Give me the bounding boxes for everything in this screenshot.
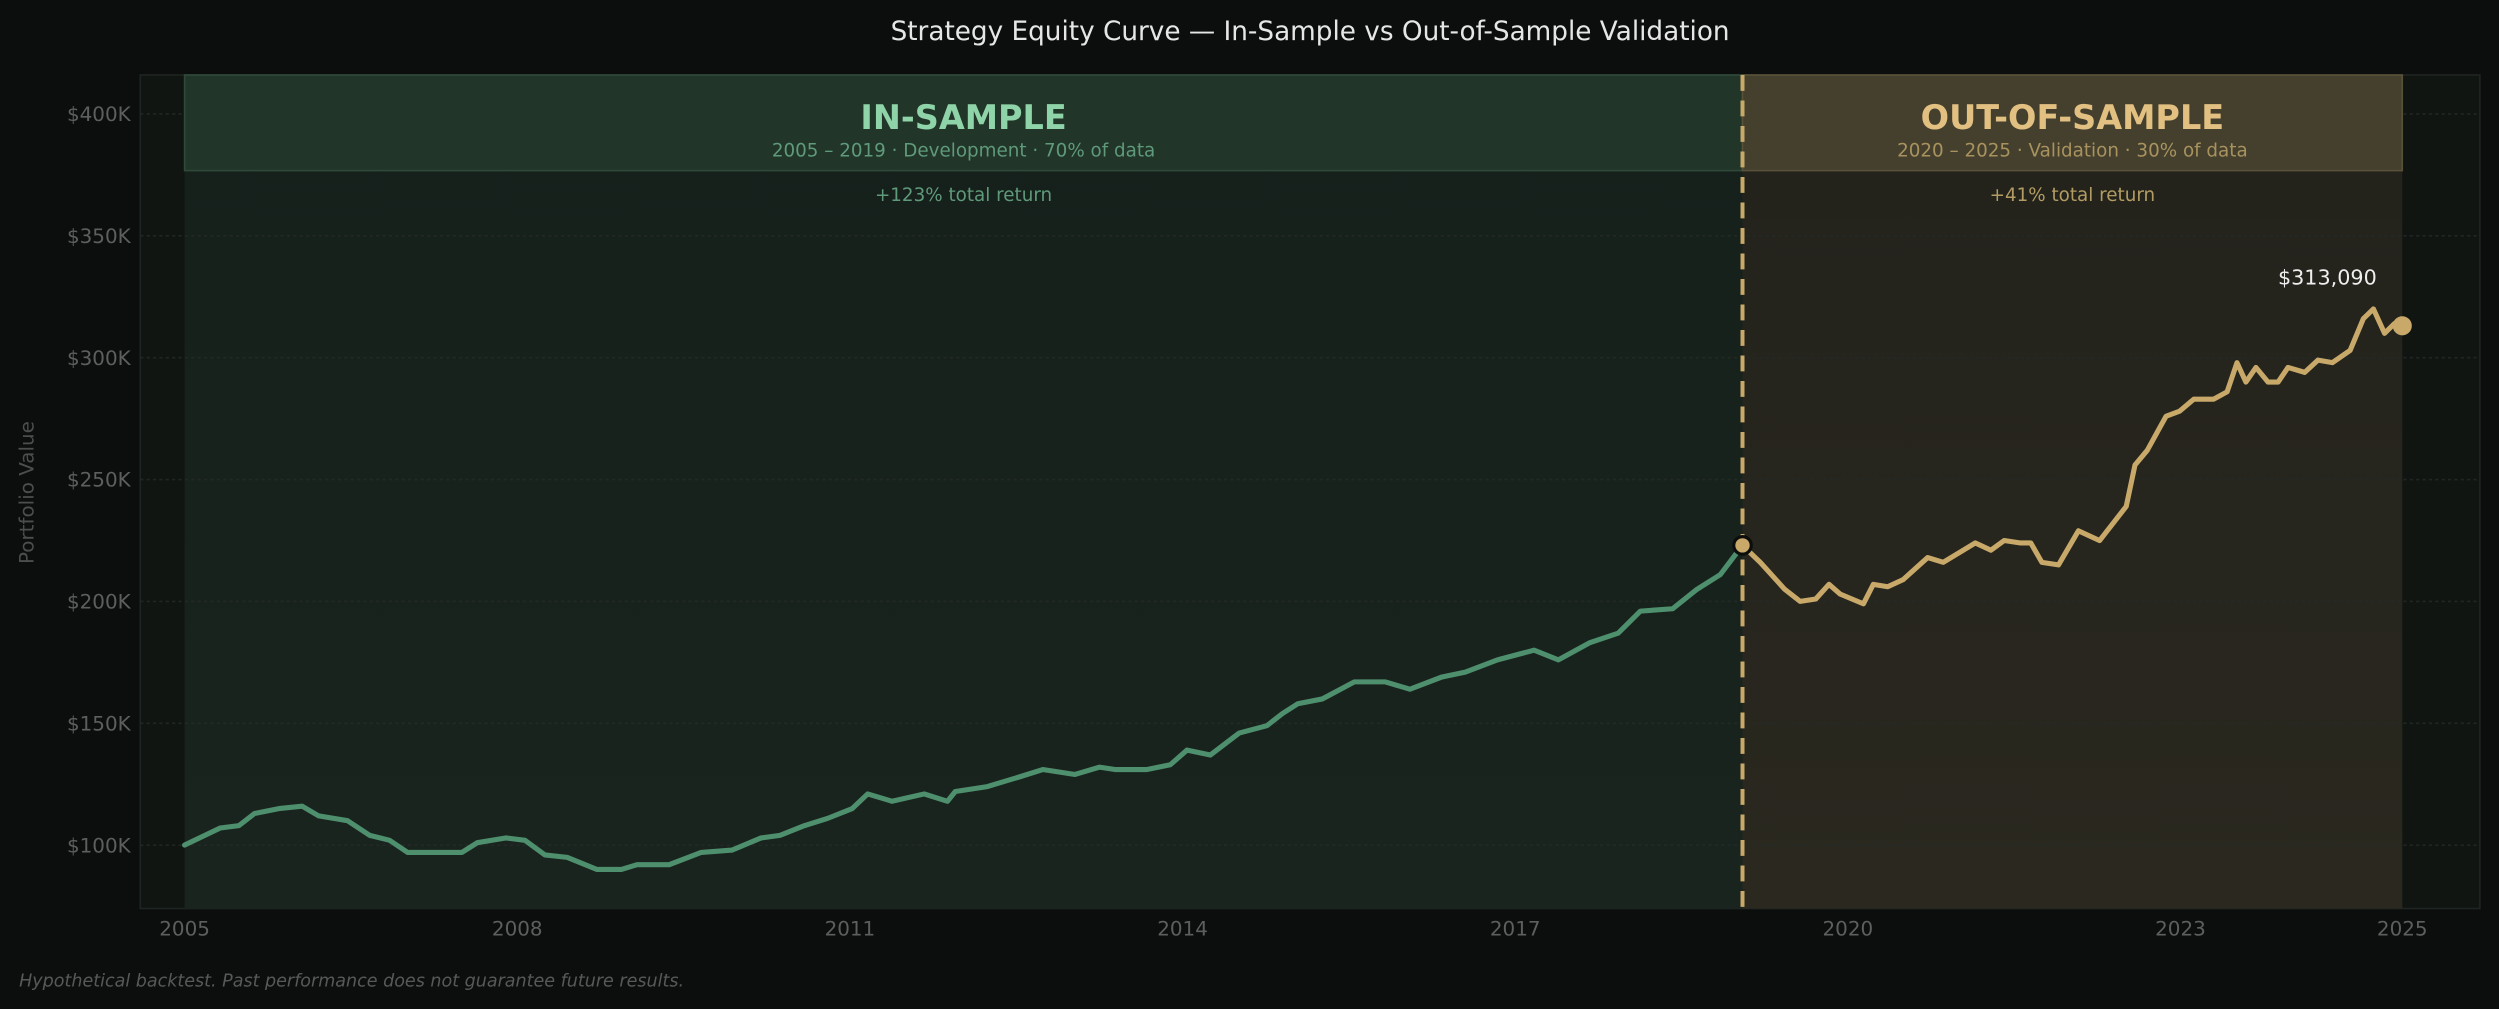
split-point-marker [1732,535,1753,556]
y-tick-label: $100K [67,834,132,857]
y-tick-label: $200K [67,591,132,614]
region-return-label: +123% total return [875,185,1052,206]
y-tick-label: $300K [67,347,132,370]
y-axis-label: Portfolio Value [15,421,38,564]
y-tick-label: $350K [67,225,132,248]
region-subtitle: 2005 – 2019 · Development · 70% of data [772,140,1155,161]
out-of-sample-line [1739,306,2405,607]
x-tick-label: 2025 [2377,918,2428,941]
footnote: Hypothetical backtest. Past performance … [19,972,684,992]
in-sample-line [182,542,1745,873]
region-title: OUT-OF-SAMPLE [1921,98,2225,137]
y-tick-label: $400K [67,103,132,126]
y-tick-label: $150K [67,712,132,735]
x-tick-label: 2017 [1490,918,1541,941]
x-tick-label: 2014 [1157,918,1208,941]
x-tick-label: 2005 [159,918,210,941]
x-tick-label: 2011 [825,918,876,941]
end-value-label: $313,090 [2278,265,2377,289]
x-tick-label: 2020 [1823,918,1874,941]
chart-title: Strategy Equity Curve — In-Sample vs Out… [891,17,1730,47]
region-return-label: +41% total return [1990,185,2156,206]
y-tick-label: $250K [67,469,132,492]
out-of-sample-region [1742,74,2403,909]
in-sample-region [184,74,1743,909]
out-of-sample-banner [1741,74,2404,172]
region-title: IN-SAMPLE [860,98,1066,137]
x-tick-label: 2008 [492,918,543,941]
end-point-marker [2392,316,2412,336]
in-sample-banner [183,74,1744,172]
region-subtitle: 2020 – 2025 · Validation · 30% of data [1897,140,2248,161]
x-tick-label: 2023 [2155,918,2206,941]
